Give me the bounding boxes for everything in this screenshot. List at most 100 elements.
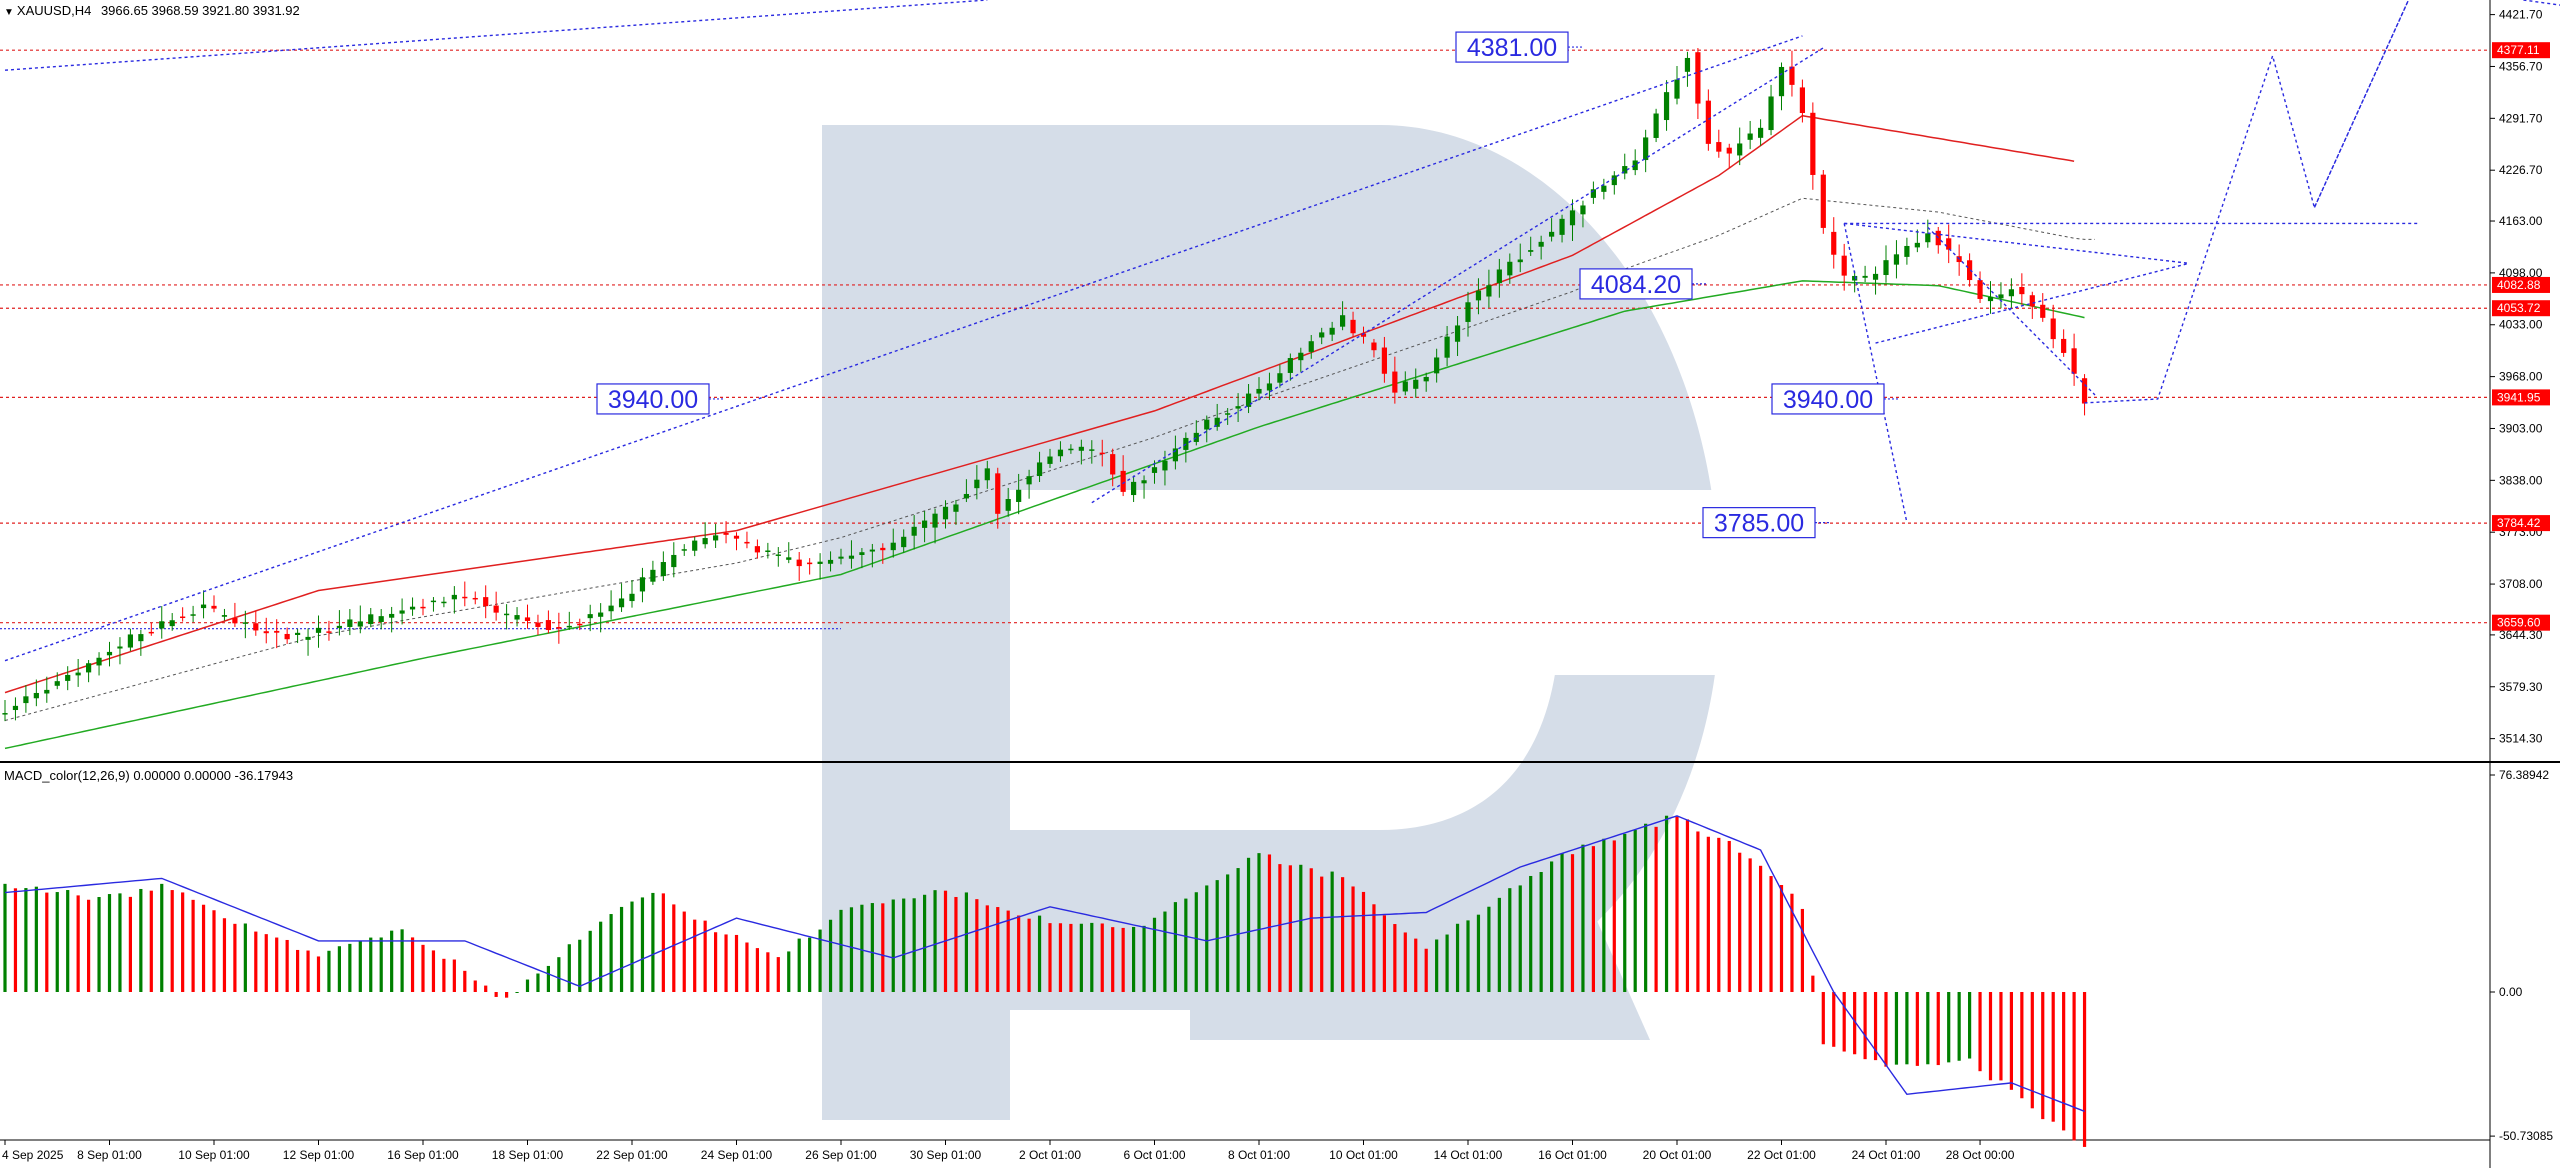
candle-body — [1193, 432, 1199, 442]
candle-body — [984, 468, 990, 481]
bear-candle — [545, 610, 551, 634]
candle-body — [2008, 289, 2014, 297]
candle-body — [1883, 260, 1889, 276]
macd-y-tick-label: 0.00 — [2499, 985, 2523, 999]
ohlc-readout: 3966.65 3968.59 3921.80 3931.92 — [100, 3, 300, 18]
bear-candle — [274, 619, 280, 649]
macd-bar — [1988, 992, 1993, 1081]
macd-bar — [285, 939, 289, 992]
x-tick-label: 18 Sep 01:00 — [492, 1148, 564, 1162]
macd-bar — [1226, 874, 1230, 992]
macd-bar — [107, 894, 112, 992]
bear-candle — [796, 551, 802, 581]
macd-bar — [1508, 888, 1512, 992]
bear-candle — [556, 612, 562, 644]
bull-candle — [159, 606, 165, 639]
candle-body — [1245, 393, 1252, 407]
price-tag-bg — [2492, 515, 2550, 532]
dropdown-triangle-icon[interactable]: ▼ — [4, 7, 14, 18]
bull-candle — [1047, 448, 1053, 468]
candle-body — [127, 634, 133, 648]
candle-body — [922, 520, 928, 528]
macd-bar — [1675, 816, 1679, 992]
candle-body — [1852, 275, 1858, 281]
candle-body — [1350, 319, 1356, 334]
bear-candle — [1977, 271, 1983, 304]
bear-candle — [1810, 102, 1816, 190]
macd-bar — [1246, 857, 1251, 992]
candle-body — [1998, 294, 2004, 299]
x-tick-label: 8 Sep 01:00 — [77, 1148, 142, 1162]
pullback-line — [1927, 226, 2096, 396]
bear-candle — [2081, 374, 2088, 416]
bull-candle — [2008, 278, 2014, 308]
bear-candle — [493, 591, 499, 621]
candle-body — [702, 538, 708, 545]
macd-bar — [714, 932, 718, 992]
y-tick-label: 4356.70 — [2499, 59, 2543, 73]
forecast-exit-line — [2523, 0, 2560, 6]
candle-body — [733, 535, 740, 539]
macd-bar — [306, 950, 310, 992]
bear-candle — [1695, 48, 1701, 120]
bull-candle — [127, 628, 133, 652]
bear-candle — [1726, 143, 1732, 168]
macd-bar — [2030, 992, 2034, 1109]
macd-bar — [400, 929, 404, 992]
macd-bar — [1853, 992, 1857, 1055]
macd-bar — [149, 890, 153, 992]
candle-body — [1737, 143, 1743, 156]
bear-candle — [148, 622, 154, 636]
candle-body — [75, 672, 81, 676]
candle-body — [1925, 233, 1931, 243]
candle-body — [786, 557, 792, 560]
macd-bar — [160, 883, 164, 992]
candle-body — [326, 631, 332, 633]
bull-candle — [1778, 62, 1785, 111]
macd-bar — [1205, 885, 1209, 992]
macd-bar — [24, 888, 28, 992]
candle-body — [629, 593, 635, 602]
bull-candle — [859, 548, 865, 569]
macd-bar — [567, 944, 571, 992]
macd-bar — [1121, 927, 1125, 992]
candle-body — [1841, 255, 1847, 276]
candle-body — [33, 692, 39, 699]
candle-body — [807, 562, 813, 565]
candle-body — [253, 623, 259, 631]
forecast-upper-path — [2313, 0, 2410, 208]
candle-body — [200, 604, 207, 609]
macd-bar — [1811, 975, 1815, 992]
macd-bar — [588, 930, 592, 992]
candle-body — [1214, 417, 1220, 427]
macd-bar — [1372, 904, 1376, 992]
candle-body — [368, 614, 374, 625]
bull-candle — [1444, 326, 1450, 367]
macd-bar — [1863, 992, 1867, 1060]
macd-bar — [1100, 923, 1104, 992]
candle-body — [159, 621, 165, 629]
macd-bar — [337, 946, 341, 992]
macd-bar — [1027, 918, 1031, 992]
macd-bar — [996, 907, 1000, 992]
bear-candle — [1820, 170, 1826, 234]
bull-candle — [2, 699, 8, 722]
candle-body — [1611, 175, 1617, 186]
macd-bar — [818, 929, 822, 992]
candle-body — [2, 713, 8, 715]
bear-candle — [483, 585, 489, 619]
x-tick-label: 24 Sep 01:00 — [701, 1148, 773, 1162]
macd-bar — [1842, 992, 1846, 1052]
macd-bar — [609, 914, 613, 992]
bull-candle — [1987, 281, 1994, 314]
x-tick-label: 4 Sep 2025 — [2, 1148, 64, 1162]
candle-body — [1695, 52, 1701, 104]
price-tag-bg — [2492, 300, 2550, 317]
macd-bar — [1644, 823, 1648, 992]
candle-body — [1705, 100, 1711, 144]
candle-body — [1016, 489, 1022, 502]
price-tag-bg — [2492, 276, 2550, 293]
bull-candle — [1737, 127, 1743, 166]
bull-candle — [221, 608, 228, 621]
